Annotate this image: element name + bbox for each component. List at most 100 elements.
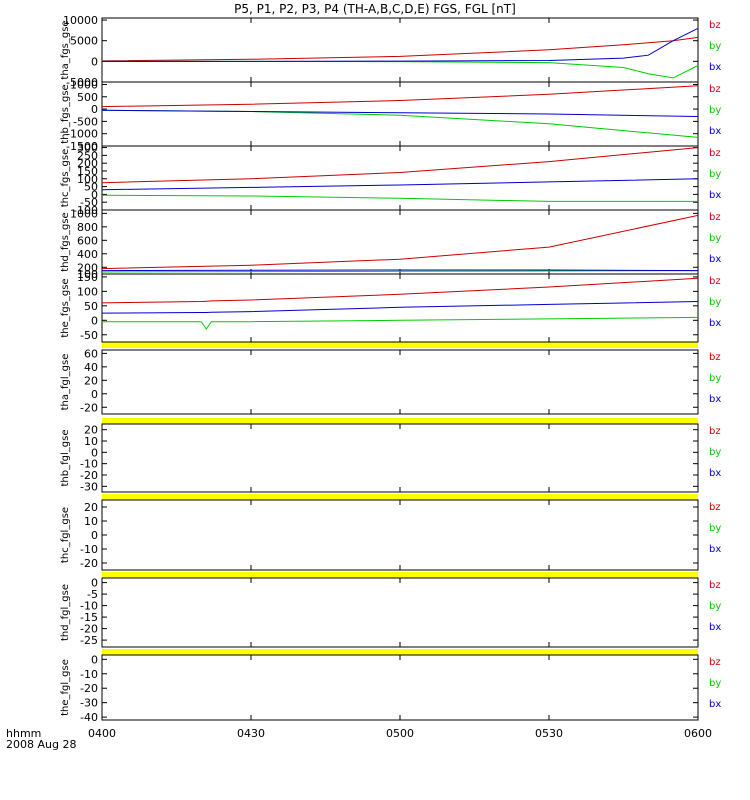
legend-label-bx: bx — [709, 318, 721, 329]
panel-ylabel: thc_fgs_gse — [60, 149, 71, 208]
legend-label-bz: bz — [709, 352, 721, 363]
panel-frame-1 — [101, 17, 699, 83]
missing-data-bar-1 — [102, 342, 698, 348]
series-line-bx — [102, 27, 699, 62]
y-tick-label: 100 — [77, 268, 98, 281]
y-tick-label: 500 — [77, 91, 98, 104]
y-tick-label: 50 — [84, 300, 98, 313]
legend-label-bx: bx — [709, 622, 721, 633]
y-tick-label: -30 — [80, 697, 98, 710]
x-format-label: hhmm — [6, 727, 41, 740]
panel-ylabel: thd_fgs_gse — [60, 212, 71, 271]
y-tick-label: 5000 — [70, 35, 98, 48]
y-tick-label: 100 — [77, 173, 98, 186]
y-tick-label: 150 — [77, 271, 98, 284]
legend-label-by: by — [709, 601, 721, 612]
panel-frame-6 — [101, 349, 699, 415]
y-tick-label: 1000 — [70, 78, 98, 91]
y-tick-label: -25 — [80, 634, 98, 647]
legend-label-bx: bx — [709, 544, 721, 555]
legend-label-bx: bx — [709, 468, 721, 479]
y-tick-label: 100 — [77, 285, 98, 298]
panel-frame-9 — [101, 577, 699, 648]
y-tick-label: 40 — [84, 361, 98, 374]
y-tick-label: -500 — [73, 115, 98, 128]
legend-label-bz: bz — [709, 502, 721, 513]
y-tick-label: -10 — [80, 668, 98, 681]
y-tick-label: -10 — [80, 458, 98, 471]
y-tick-label: -20 — [80, 623, 98, 636]
y-tick-label: 0 — [91, 314, 98, 327]
y-tick-label: 20 — [84, 501, 98, 514]
legend-label-bx: bx — [709, 62, 721, 73]
x-tick-label: 0530 — [535, 727, 563, 740]
missing-data-bar-2 — [102, 418, 698, 424]
missing-data-bar-5 — [102, 649, 698, 655]
panel-ylabel: the_fgl_gse — [60, 659, 71, 716]
y-tick-label: -40 — [80, 711, 98, 724]
legend-label-by: by — [709, 169, 721, 180]
legend-label-bz: bz — [709, 84, 721, 95]
x-tick-label: 0600 — [684, 727, 712, 740]
y-tick-label: 800 — [77, 221, 98, 234]
y-tick-label: 0 — [91, 55, 98, 68]
y-tick-label: 200 — [77, 261, 98, 274]
legend-label-bz: bz — [709, 657, 721, 668]
legend-label-bx: bx — [709, 190, 721, 201]
y-tick-label: -20 — [80, 682, 98, 695]
legend-label-bz: bz — [709, 426, 721, 437]
y-tick-label: -10 — [80, 543, 98, 556]
legend-label-by: by — [709, 41, 721, 52]
series-line-by — [102, 316, 699, 330]
legend-label-by: by — [709, 373, 721, 384]
y-tick-label: 50 — [84, 181, 98, 194]
y-tick-label: 10000 — [63, 14, 98, 27]
panel-frame-4 — [101, 209, 699, 275]
panel-ylabel: thb_fgs_gse — [60, 84, 71, 143]
x-tick-label: 0400 — [88, 727, 116, 740]
y-tick-label: 0 — [91, 103, 98, 116]
y-tick-label: 10 — [84, 515, 98, 528]
y-tick-label: -1500 — [66, 140, 98, 153]
legend-label-by: by — [709, 105, 721, 116]
panel-ylabel: tha_fgs_gse — [60, 20, 71, 79]
legend-label-bz: bz — [709, 580, 721, 591]
y-tick-label: 0 — [91, 529, 98, 542]
y-tick-label: -5 — [87, 588, 98, 601]
x-tick-label: 0430 — [237, 727, 265, 740]
legend-label-by: by — [709, 297, 721, 308]
y-tick-label: 600 — [77, 234, 98, 247]
y-tick-label: 400 — [77, 248, 98, 261]
series-line-bz — [101, 85, 699, 108]
series-line-bz — [101, 36, 699, 62]
y-tick-label: 250 — [77, 149, 98, 162]
series-line-by — [102, 60, 699, 79]
panel-frame-8 — [101, 499, 699, 571]
x-date-label: 2008 Aug 28 — [6, 738, 76, 751]
y-tick-label: 0 — [91, 188, 98, 201]
panel-frame-10 — [101, 654, 699, 721]
series-line-bx — [101, 269, 699, 272]
legend-label-by: by — [709, 233, 721, 244]
y-tick-label: -10 — [80, 600, 98, 613]
y-tick-label: -20 — [80, 401, 98, 414]
y-tick-label: 0 — [91, 446, 98, 459]
y-tick-label: 60 — [84, 347, 98, 360]
chart-title: P5, P1, P2, P3, P4 (TH-A,B,C,D,E) FGS, F… — [234, 2, 516, 16]
panel-ylabel: thb_fgl_gse — [60, 430, 71, 487]
y-tick-label: 1000 — [70, 207, 98, 220]
y-tick-label: 0 — [91, 653, 98, 666]
y-tick-label: 150 — [77, 165, 98, 178]
y-tick-label: -20 — [80, 557, 98, 570]
legend-label-bx: bx — [709, 699, 721, 710]
y-tick-label: -50 — [80, 196, 98, 209]
y-tick-label: 0 — [91, 388, 98, 401]
panel-frame-2 — [101, 81, 699, 147]
legend-label-bz: bz — [709, 276, 721, 287]
panel-frame-7 — [101, 423, 699, 493]
panel-ylabel: thd_fgl_gse — [60, 584, 71, 641]
legend-label-bx: bx — [709, 254, 721, 265]
y-tick-label: -15 — [80, 611, 98, 624]
missing-data-bar-4 — [102, 572, 698, 578]
series-line-by — [101, 270, 699, 273]
